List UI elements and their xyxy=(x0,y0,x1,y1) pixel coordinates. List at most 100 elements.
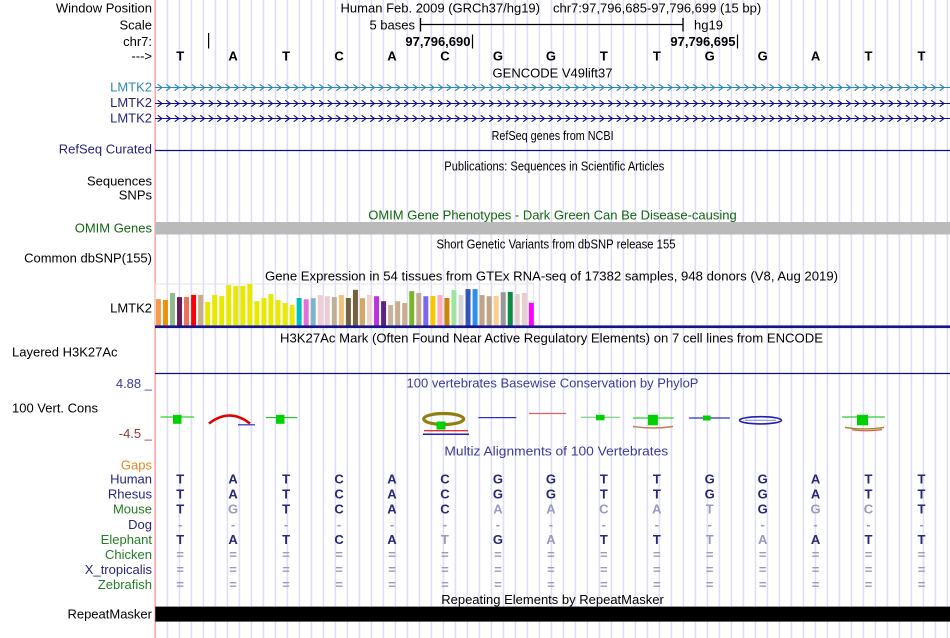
svg-text:Multiz Alignments of 100 Verte: Multiz Alignments of 100 Vertebrates xyxy=(444,444,668,459)
svg-text:A: A xyxy=(652,502,662,517)
svg-text:A: A xyxy=(387,49,397,64)
svg-text:=: = xyxy=(865,562,873,577)
svg-text:A: A xyxy=(811,472,821,487)
svg-text:G: G xyxy=(493,49,503,64)
svg-text:-: - xyxy=(602,517,606,532)
svg-text:G: G xyxy=(705,472,715,487)
svg-text:C: C xyxy=(334,502,344,517)
svg-text:OMIM Gene Phenotypes - Dark Gr: OMIM Gene Phenotypes - Dark Green Can Be… xyxy=(368,208,737,223)
svg-text:-: - xyxy=(337,517,341,532)
svg-text:T: T xyxy=(600,487,608,502)
svg-text:-: - xyxy=(708,517,712,532)
svg-text:-: - xyxy=(761,517,765,532)
svg-text:chr7:97,796,685-97,796,699 (15: chr7:97,796,685-97,796,699 (15 bp) xyxy=(553,1,761,16)
svg-text:=: = xyxy=(441,562,449,577)
svg-text:A: A xyxy=(228,472,238,487)
svg-text:H3K27Ac Mark (Often Found Near: H3K27Ac Mark (Often Found Near Active Re… xyxy=(280,331,823,346)
svg-text:Chicken: Chicken xyxy=(105,547,152,562)
svg-text:T: T xyxy=(176,49,184,64)
svg-text:Short Genetic Variants from db: Short Genetic Variants from dbSNP releas… xyxy=(437,236,676,251)
svg-text:Human Feb. 2009 (GRCh37/hg19): Human Feb. 2009 (GRCh37/hg19) xyxy=(341,1,540,16)
svg-text:A: A xyxy=(387,472,397,487)
svg-text:chr7:: chr7: xyxy=(123,34,152,49)
svg-text:=: = xyxy=(547,562,555,577)
svg-text:--->: ---> xyxy=(131,49,152,64)
svg-text:LMTK2: LMTK2 xyxy=(110,95,152,110)
svg-text:T: T xyxy=(176,532,184,547)
svg-text:=: = xyxy=(388,577,396,592)
svg-text:=: = xyxy=(865,577,873,592)
svg-text:T: T xyxy=(706,502,714,517)
svg-text:=: = xyxy=(812,562,820,577)
svg-text:G: G xyxy=(758,472,768,487)
svg-text:T: T xyxy=(282,502,290,517)
svg-text:5 bases: 5 bases xyxy=(369,18,415,33)
svg-text:=: = xyxy=(388,547,396,562)
svg-text:A: A xyxy=(387,502,397,517)
svg-text:-: - xyxy=(813,517,817,532)
svg-text:=: = xyxy=(335,577,343,592)
svg-text:A: A xyxy=(228,49,238,64)
svg-text:T: T xyxy=(865,487,873,502)
svg-text:=: = xyxy=(494,562,502,577)
svg-text:G: G xyxy=(546,472,556,487)
svg-text:=: = xyxy=(547,547,555,562)
svg-text:T: T xyxy=(918,472,926,487)
svg-text:=: = xyxy=(441,577,449,592)
svg-text:A: A xyxy=(546,532,556,547)
svg-text:A: A xyxy=(228,532,238,547)
svg-text:-: - xyxy=(178,517,182,532)
svg-text:=: = xyxy=(653,547,661,562)
svg-text:C: C xyxy=(334,49,344,64)
svg-text:A: A xyxy=(387,487,397,502)
svg-text:=: = xyxy=(282,547,290,562)
svg-text:=: = xyxy=(441,547,449,562)
svg-text:RefSeq genes from NCBI: RefSeq genes from NCBI xyxy=(492,128,614,143)
svg-text:LMTK2: LMTK2 xyxy=(110,111,152,126)
svg-text:G: G xyxy=(758,487,768,502)
svg-text:=: = xyxy=(865,547,873,562)
svg-text:T: T xyxy=(176,502,184,517)
svg-text:G: G xyxy=(228,502,238,517)
svg-text:T: T xyxy=(600,472,608,487)
svg-text:-: - xyxy=(443,517,447,532)
svg-text:Common dbSNP(155): Common dbSNP(155) xyxy=(24,251,152,266)
svg-text:=: = xyxy=(176,562,184,577)
svg-text:OMIM Genes: OMIM Genes xyxy=(75,221,153,236)
svg-text:G: G xyxy=(811,502,821,517)
svg-text:G: G xyxy=(758,49,768,64)
svg-text:C: C xyxy=(440,502,450,517)
svg-text:T: T xyxy=(282,487,290,502)
svg-text:-: - xyxy=(866,517,870,532)
svg-text:T: T xyxy=(176,472,184,487)
svg-text:97,796,690: 97,796,690 xyxy=(405,34,470,49)
svg-text:T: T xyxy=(653,532,661,547)
svg-text:=: = xyxy=(494,577,502,592)
svg-text:G: G xyxy=(705,487,715,502)
svg-text:=: = xyxy=(918,547,926,562)
svg-text:C: C xyxy=(440,472,450,487)
svg-text:Gaps: Gaps xyxy=(121,458,153,473)
svg-text:Layered H3K27Ac: Layered H3K27Ac xyxy=(12,345,118,360)
svg-text:=: = xyxy=(547,577,555,592)
svg-text:T: T xyxy=(918,532,926,547)
svg-text:=: = xyxy=(282,577,290,592)
svg-text:Elephant: Elephant xyxy=(101,532,153,547)
svg-text:=: = xyxy=(759,577,767,592)
svg-text:=: = xyxy=(229,547,237,562)
svg-text:=: = xyxy=(812,547,820,562)
svg-text:A: A xyxy=(811,487,821,502)
svg-text:-: - xyxy=(390,517,394,532)
svg-text:A: A xyxy=(811,532,821,547)
svg-text:Dog: Dog xyxy=(128,517,152,532)
svg-text:Human: Human xyxy=(110,472,152,487)
svg-text:Rhesus: Rhesus xyxy=(108,487,153,502)
svg-text:4.88 _: 4.88 _ xyxy=(116,376,153,391)
svg-text:T: T xyxy=(918,502,926,517)
svg-text:G: G xyxy=(546,487,556,502)
svg-text:C: C xyxy=(334,487,344,502)
svg-text:Repeating Elements by RepeatMa: Repeating Elements by RepeatMasker xyxy=(441,592,664,607)
svg-text:=: = xyxy=(176,547,184,562)
svg-text:RepeatMasker: RepeatMasker xyxy=(67,607,152,622)
svg-text:T: T xyxy=(441,532,449,547)
